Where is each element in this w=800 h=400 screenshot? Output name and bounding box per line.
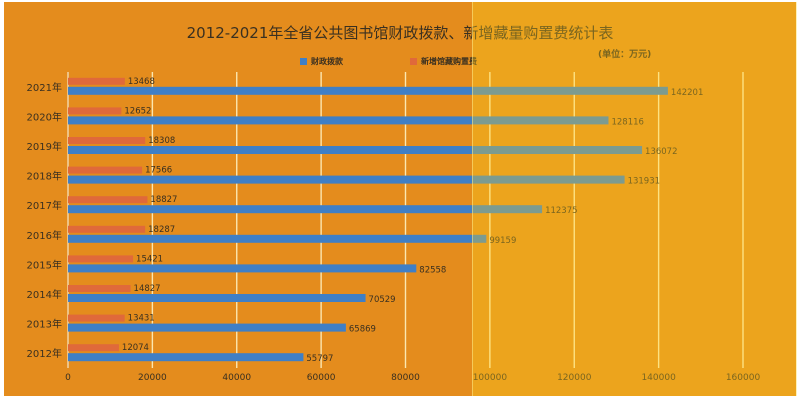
bar-funding — [68, 175, 625, 184]
data-label-funding: 65869 — [349, 325, 376, 335]
legend-swatch-acquisition — [410, 58, 417, 65]
bar-acquisition — [68, 166, 143, 174]
data-label-acquisition: 13468 — [128, 77, 155, 87]
x-tick-label: 140000 — [641, 373, 676, 383]
bar-funding — [68, 86, 668, 95]
y-tick-label: 2020年 — [27, 110, 62, 123]
data-label-funding: 55797 — [306, 354, 333, 364]
data-label-acquisition: 18308 — [148, 136, 175, 146]
data-label-funding: 142201 — [671, 88, 703, 98]
legend-label-acquisition: 新增馆藏购置费 — [421, 57, 477, 66]
x-tick-label: 40000 — [222, 373, 251, 383]
bar-funding — [68, 116, 609, 125]
bar-funding — [68, 146, 643, 154]
data-label-acquisition: 18287 — [148, 225, 175, 235]
bar-acquisition — [68, 196, 148, 204]
x-tick-label: 100000 — [473, 373, 508, 383]
y-tick-label: 2019年 — [27, 140, 62, 153]
y-tick-label: 2013年 — [27, 318, 62, 331]
bar-funding — [68, 234, 487, 243]
legend-label-funding: 财政拨款 — [311, 57, 343, 66]
data-label-acquisition: 12652 — [124, 106, 151, 116]
data-label-funding: 70529 — [369, 295, 396, 305]
y-tick-label: 2012年 — [27, 347, 62, 360]
data-label-acquisition: 13431 — [128, 314, 155, 324]
bar-acquisition — [68, 344, 119, 352]
x-tick-label: 120000 — [557, 373, 592, 383]
y-tick-label: 2015年 — [27, 258, 62, 271]
data-label-funding: 82558 — [419, 265, 446, 275]
x-tick-label: 0 — [65, 373, 71, 383]
bar-acquisition — [68, 314, 125, 322]
bar-funding — [68, 353, 304, 362]
y-tick-label: 2017年 — [27, 199, 62, 212]
data-label-acquisition: 18827 — [150, 195, 177, 205]
data-label-acquisition: 15421 — [136, 254, 163, 264]
y-tick-label: 2018年 — [27, 170, 62, 183]
x-tick-label: 60000 — [307, 373, 336, 383]
bar-funding — [68, 323, 346, 332]
data-label-funding: 136072 — [645, 147, 677, 157]
bar-funding — [68, 205, 543, 214]
data-label-funding: 131931 — [628, 177, 660, 187]
x-tick-label: 80000 — [391, 373, 420, 383]
legend-swatch-funding — [300, 58, 307, 65]
y-tick-label: 2016年 — [27, 229, 62, 242]
bar-acquisition — [68, 285, 131, 292]
legend-item-funding: 财政拨款 — [300, 56, 343, 67]
bar-funding — [68, 264, 417, 273]
unit-label: (单位：万元) — [598, 50, 652, 60]
bar-acquisition — [68, 137, 146, 144]
bar-acquisition — [68, 255, 134, 263]
bar-acquisition — [68, 107, 122, 115]
bar-acquisition — [68, 77, 125, 85]
data-label-funding: 99159 — [489, 236, 516, 246]
y-tick-label: 2014年 — [27, 288, 62, 301]
legend-item-acquisition: 新增馆藏购置费 — [410, 56, 477, 67]
data-label-acquisition: 14827 — [134, 284, 161, 294]
x-tick-label: 160000 — [726, 373, 761, 383]
x-tick-label: 20000 — [138, 373, 167, 383]
data-label-acquisition: 17566 — [145, 166, 172, 176]
bar-funding — [68, 294, 366, 302]
data-label-funding: 112375 — [545, 206, 577, 216]
data-label-funding: 128116 — [611, 117, 643, 127]
chart-title: 2012-2021年全省公共图书馆财政拨款、新增藏量购置费统计表 — [186, 24, 614, 42]
bar-acquisition — [68, 225, 146, 233]
y-tick-label: 2021年 — [27, 81, 62, 94]
data-label-acquisition: 12074 — [122, 343, 149, 353]
